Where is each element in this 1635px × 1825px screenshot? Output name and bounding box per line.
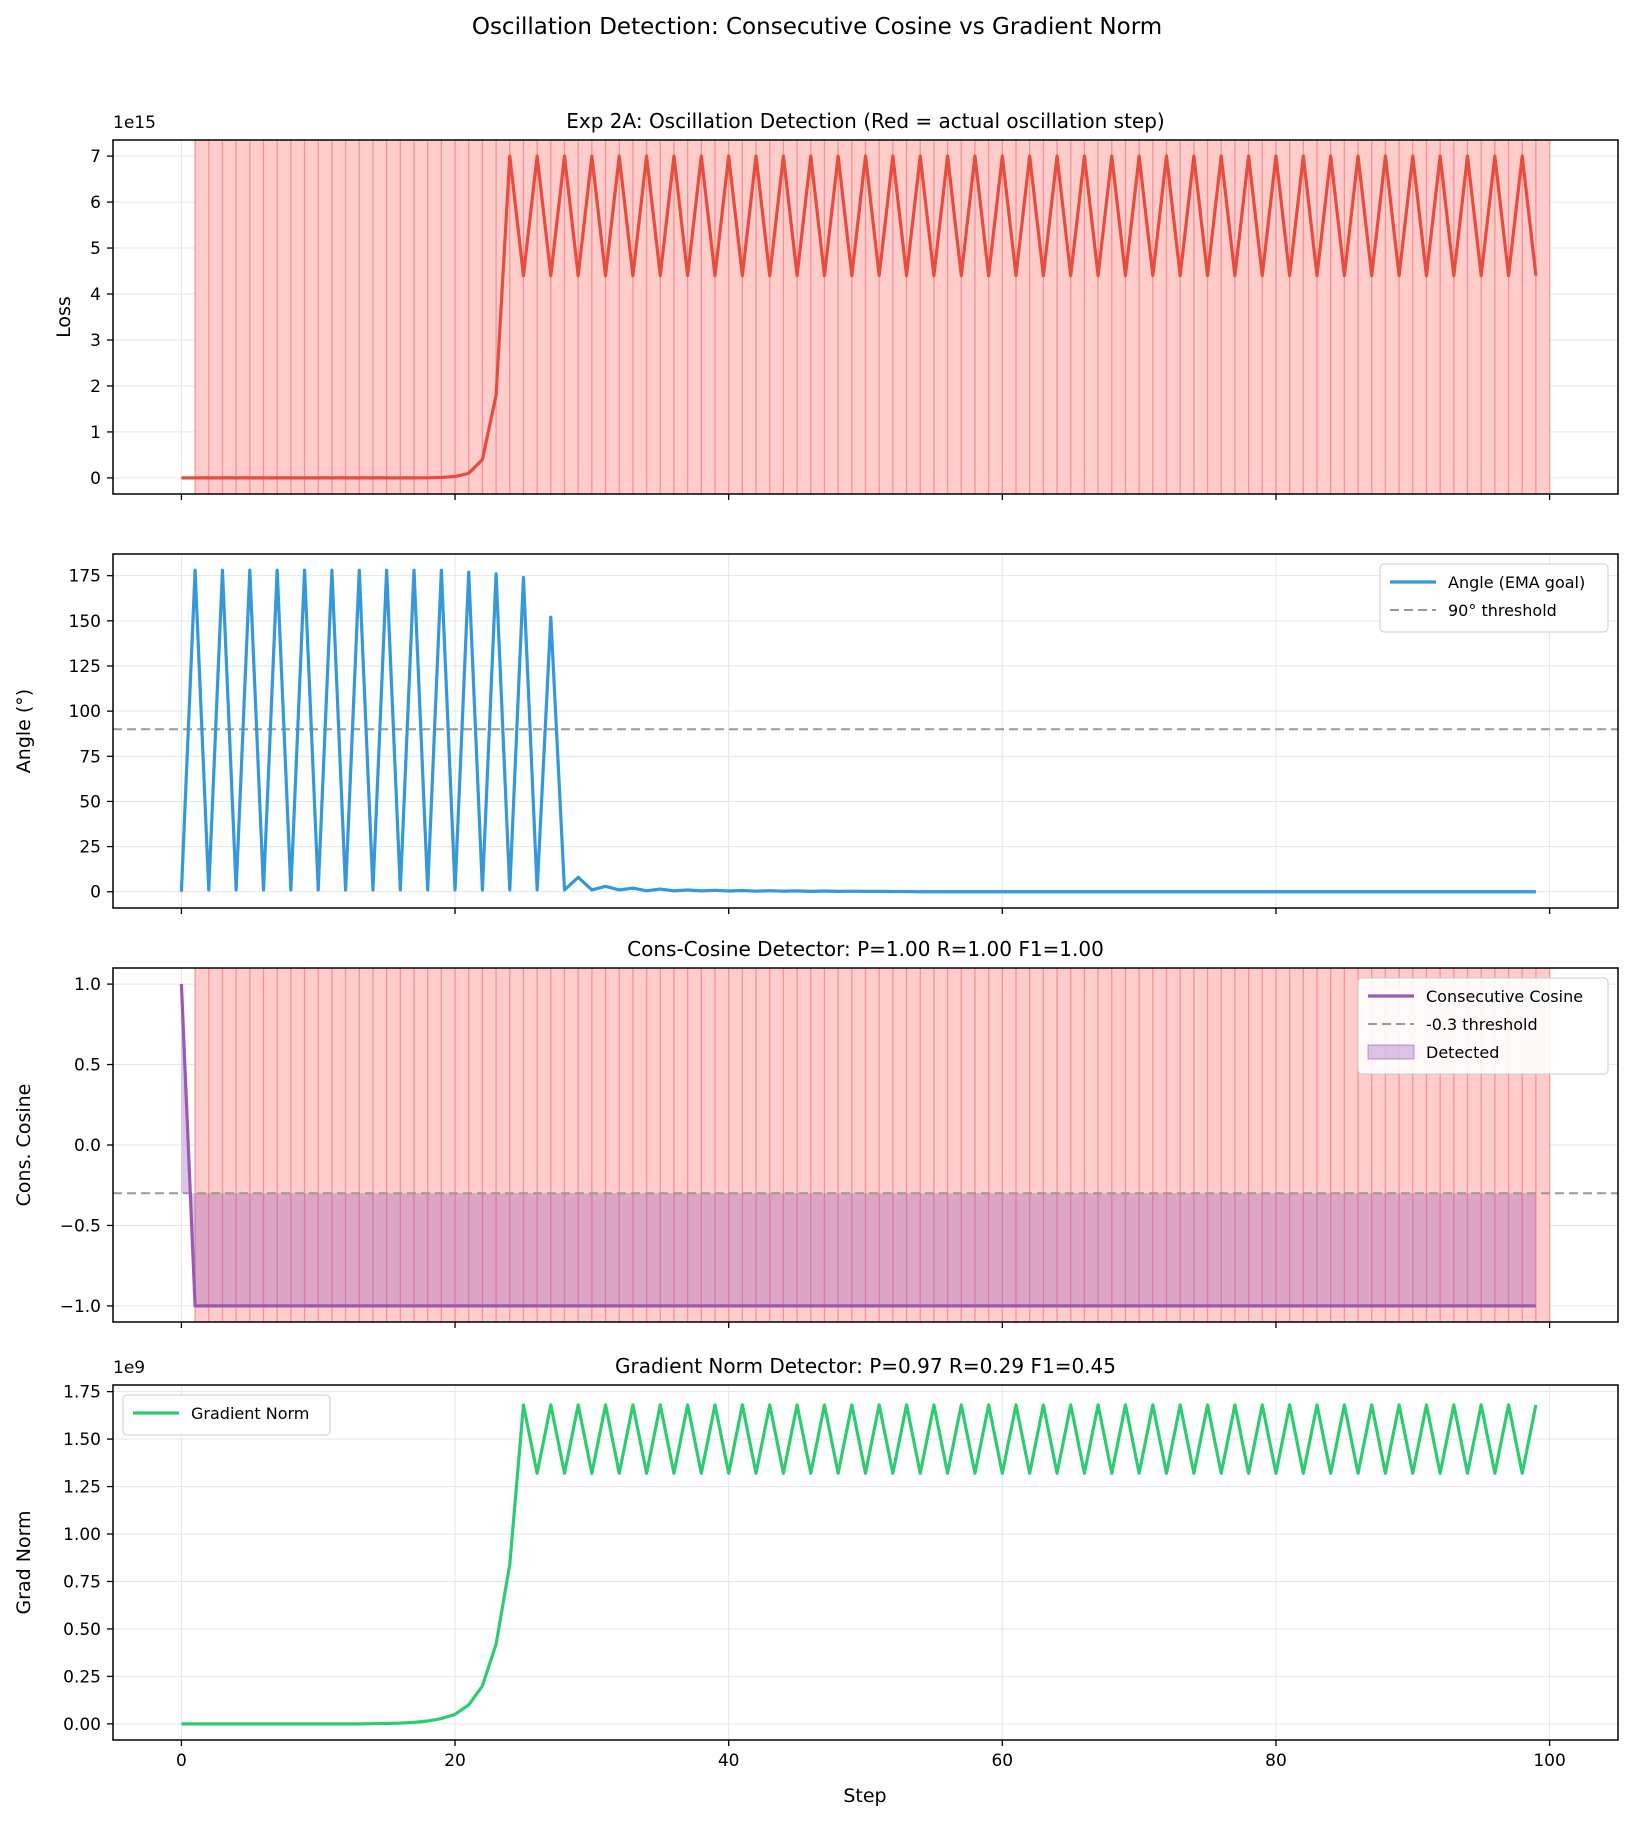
oscillation-shading bbox=[195, 140, 1550, 494]
y-tick-label: 150 bbox=[69, 612, 101, 632]
subplot-title: Exp 2A: Oscillation Detection (Red = act… bbox=[566, 109, 1164, 133]
y-tick-label: 7 bbox=[90, 147, 101, 167]
y-tick-label: 0 bbox=[90, 469, 101, 489]
offset-label: 1e9 bbox=[113, 1358, 145, 1378]
y-tick-label: 1 bbox=[90, 423, 101, 443]
y-tick-label: 0.25 bbox=[63, 1667, 101, 1687]
y-tick-label: 1.0 bbox=[74, 975, 101, 995]
y-tick-label: 2 bbox=[90, 377, 101, 397]
series-line bbox=[179, 984, 1536, 1308]
axes-frame bbox=[112, 139, 1619, 495]
plot-area bbox=[113, 968, 1618, 1322]
legend-box bbox=[1357, 977, 1609, 1075]
legend-box bbox=[122, 1394, 331, 1436]
figure-suptitle: Oscillation Detection: Consecutive Cosin… bbox=[472, 14, 1162, 40]
y-tick-label: 0.50 bbox=[63, 1620, 101, 1640]
x-tick-label: 60 bbox=[991, 1751, 1013, 1771]
y-axis-label: Cons. Cosine bbox=[13, 1084, 35, 1207]
subplot-title: Gradient Norm Detector: P=0.97 R=0.29 F1… bbox=[615, 1354, 1116, 1378]
series-line bbox=[181, 154, 1538, 480]
legend-box bbox=[1379, 563, 1609, 633]
x-tick-label: 100 bbox=[1533, 1751, 1565, 1771]
y-tick-label: 0.0 bbox=[74, 1136, 101, 1156]
plot-area bbox=[113, 140, 1618, 494]
y-tick-label: 0.5 bbox=[74, 1056, 101, 1076]
x-tick-label: 20 bbox=[444, 1751, 466, 1771]
y-tick-label: 25 bbox=[79, 838, 101, 858]
legend-label: Gradient Norm bbox=[191, 1404, 309, 1423]
subplot-2: 0 25 50 75 100 125 150 175 Angle (°) Angle (EMA g… bbox=[13, 553, 1619, 914]
y-tick-label: 0 bbox=[90, 883, 101, 903]
y-tick-label: 1.50 bbox=[63, 1430, 101, 1450]
y-axis-label: Loss bbox=[53, 296, 75, 338]
y-tick-label: 125 bbox=[69, 657, 101, 677]
x-axis-label: Step bbox=[843, 1785, 886, 1807]
legend-swatch-detected bbox=[1367, 1044, 1415, 1060]
series-line bbox=[179, 568, 1536, 894]
series-line bbox=[181, 1403, 1538, 1726]
y-tick-label: 100 bbox=[69, 702, 101, 722]
y-tick-label: 0.75 bbox=[63, 1572, 101, 1592]
subplot-4: 0 20 40 60 80 100 0.00 0.25 0.50 0.75 1.00 1.25 1.50… bbox=[13, 1354, 1619, 1771]
oscillation-shading bbox=[195, 968, 1550, 1322]
y-tick-label: 75 bbox=[79, 747, 101, 767]
y-tick-label: 1.00 bbox=[63, 1525, 101, 1545]
y-tick-label: 0.00 bbox=[63, 1715, 101, 1735]
detected-fill bbox=[181, 984, 1536, 1306]
legend-label: Angle (EMA goal) bbox=[1448, 573, 1585, 592]
subplot-title: Cons-Cosine Detector: P=1.00 R=1.00 F1=1… bbox=[627, 937, 1104, 961]
offset-label: 1e15 bbox=[113, 113, 156, 133]
legend-label: 90° threshold bbox=[1448, 601, 1557, 620]
y-tick-label: 4 bbox=[90, 285, 101, 305]
legend: Angle (EMA goal) 90° threshold bbox=[1379, 563, 1609, 633]
y-tick-label: 3 bbox=[90, 331, 101, 351]
x-tick-label: 0 bbox=[176, 1751, 187, 1771]
legend: Gradient Norm bbox=[122, 1394, 331, 1436]
legend-label: Detected bbox=[1426, 1043, 1499, 1062]
plot-area bbox=[113, 1385, 1618, 1740]
y-tick-label: 1.25 bbox=[63, 1478, 101, 1498]
axes-frame bbox=[112, 553, 1619, 909]
subplot-1: 0 1 2 3 4 5 6 7 Exp 2A: Oscillation Detection (R… bbox=[53, 109, 1619, 500]
y-tick-label: 175 bbox=[69, 567, 101, 587]
x-tick-label: 80 bbox=[1265, 1751, 1287, 1771]
y-tick-label: −0.5 bbox=[60, 1216, 101, 1236]
axes-frame bbox=[112, 1384, 1619, 1741]
y-tick-label: 6 bbox=[90, 193, 101, 213]
subplot-3: −1.0 −0.5 0.0 0.5 1.0 Cons-Cosine Detector: P… bbox=[13, 937, 1619, 1328]
y-tick-label: −1.0 bbox=[60, 1297, 101, 1317]
legend: Consecutive Cosine -0.3 threshold Detected bbox=[1357, 977, 1609, 1075]
y-tick-label: 50 bbox=[79, 792, 101, 812]
x-tick-label: 40 bbox=[718, 1751, 740, 1771]
y-tick-label: 1.75 bbox=[63, 1383, 101, 1403]
legend-label: -0.3 threshold bbox=[1426, 1015, 1538, 1034]
y-axis-label: Angle (°) bbox=[13, 689, 35, 773]
y-tick-label: 5 bbox=[90, 239, 101, 259]
y-axis-label: Grad Norm bbox=[13, 1510, 35, 1614]
legend-label: Consecutive Cosine bbox=[1426, 987, 1583, 1006]
